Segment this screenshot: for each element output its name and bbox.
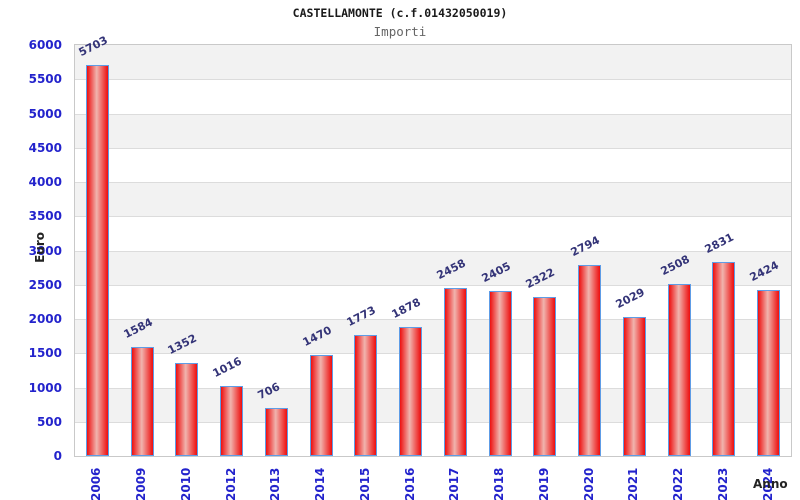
y-tick-label: 2500 bbox=[28, 277, 62, 292]
y-tick-label: 3000 bbox=[28, 243, 62, 258]
bar bbox=[130, 347, 154, 456]
bar bbox=[578, 265, 602, 456]
y-tick-label: 4500 bbox=[28, 140, 62, 155]
bar bbox=[533, 297, 557, 456]
grid-line bbox=[75, 353, 791, 355]
y-tick-label: 1000 bbox=[28, 380, 62, 395]
bar bbox=[264, 408, 288, 456]
x-tick-label: 2022 bbox=[671, 467, 686, 500]
grid-line bbox=[75, 147, 791, 149]
bar bbox=[309, 355, 333, 456]
grid-line bbox=[75, 113, 791, 115]
plot-band bbox=[75, 79, 791, 114]
x-tick-label: 2018 bbox=[492, 467, 507, 500]
grid-line bbox=[75, 79, 791, 81]
x-tick-label: 2023 bbox=[715, 467, 730, 500]
bar bbox=[354, 335, 378, 456]
x-tick-label: 2014 bbox=[313, 467, 328, 500]
bar bbox=[667, 284, 691, 456]
bar bbox=[175, 363, 199, 456]
bar bbox=[712, 262, 736, 456]
x-tick-label: 2019 bbox=[536, 467, 551, 500]
grid-line bbox=[75, 387, 791, 389]
bar bbox=[443, 288, 467, 456]
y-tick-label: 2000 bbox=[28, 312, 62, 326]
grid-line bbox=[75, 421, 791, 423]
x-tick-label: 2010 bbox=[178, 467, 193, 500]
grid-line bbox=[75, 284, 791, 286]
y-axis-title: Euro bbox=[33, 232, 47, 263]
bar bbox=[220, 386, 244, 456]
y-tick-label: 4000 bbox=[28, 175, 62, 189]
x-tick-label: 2017 bbox=[447, 467, 462, 500]
grid-line bbox=[75, 250, 791, 252]
x-tick-label: 2021 bbox=[626, 467, 641, 500]
y-tick-label: 3500 bbox=[28, 209, 62, 224]
grid-line bbox=[75, 319, 791, 320]
grid-line bbox=[75, 216, 791, 218]
x-tick-label: 2020 bbox=[581, 467, 596, 500]
grid-line bbox=[75, 182, 791, 183]
x-tick-label: 2012 bbox=[223, 467, 238, 500]
plot-band bbox=[75, 216, 791, 251]
y-tick-label: 5000 bbox=[28, 106, 62, 121]
x-tick-label: 2015 bbox=[357, 467, 372, 500]
bar bbox=[488, 291, 512, 456]
plot-band bbox=[75, 182, 791, 217]
x-axis-title: Anno bbox=[753, 477, 788, 491]
bar bbox=[757, 290, 781, 456]
bar bbox=[622, 317, 646, 456]
y-tick-label: 500 bbox=[36, 414, 62, 429]
y-tick-label: 1500 bbox=[28, 346, 62, 361]
plot-band bbox=[75, 113, 791, 148]
plot-band bbox=[75, 147, 791, 182]
y-tick-label: 6000 bbox=[28, 38, 62, 52]
x-tick-label: 2016 bbox=[402, 467, 417, 500]
x-tick-label: 2009 bbox=[134, 467, 149, 500]
x-tick-label: 2013 bbox=[268, 467, 283, 500]
x-tick-label: 2006 bbox=[89, 467, 104, 500]
bar bbox=[85, 65, 109, 456]
y-tick-label: 0 bbox=[53, 449, 62, 463]
plot-band bbox=[75, 45, 791, 80]
chart-title: CASTELLAMONTE (c.f.01432050019) bbox=[292, 6, 508, 20]
plot-band bbox=[75, 250, 791, 285]
bar bbox=[399, 327, 423, 456]
y-tick-label: 5500 bbox=[28, 72, 62, 87]
chart-subtitle: Importi bbox=[373, 24, 427, 39]
plot-area: 5703 1584 1352 1016 706 1470 1773 1878 2458 2405 2… bbox=[74, 34, 792, 457]
